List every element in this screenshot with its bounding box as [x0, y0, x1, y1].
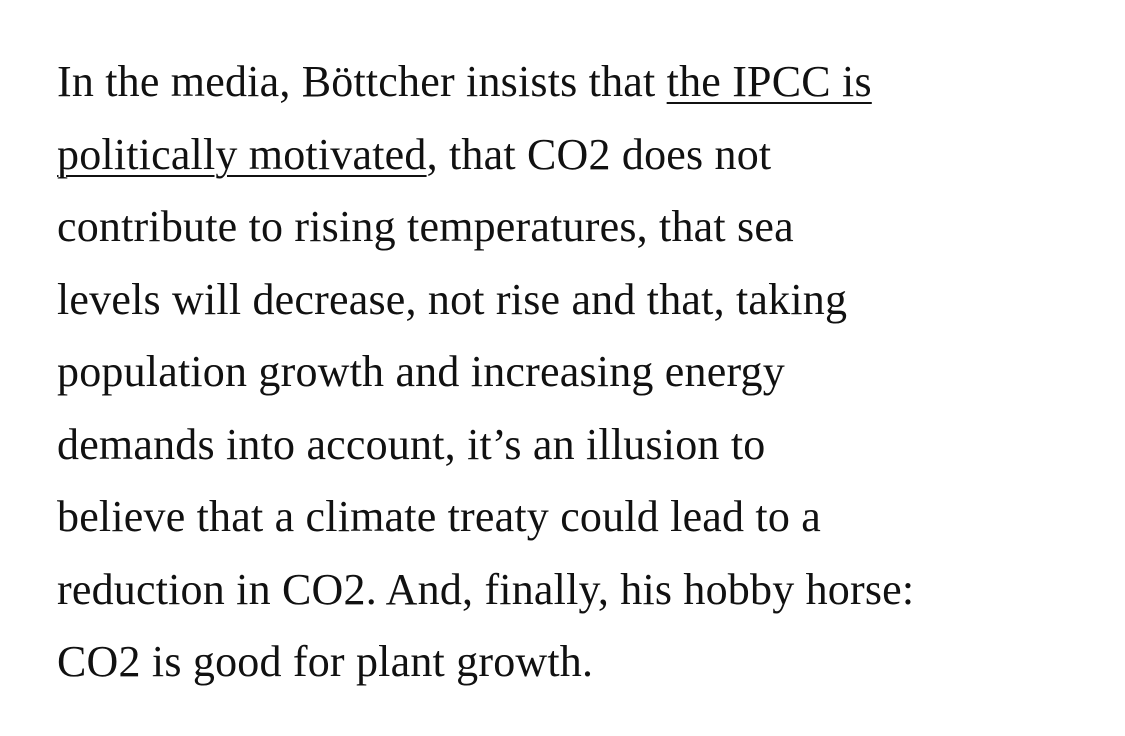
- ipcc-politically-motivated-link-continued[interactable]: politically motivated: [57, 129, 427, 179]
- ipcc-politically-motivated-link[interactable]: the IPCC is: [666, 57, 872, 106]
- text-line-2: politically motivated, that CO2 does not: [57, 119, 1097, 192]
- text-line-4: levels will decrease, not rise and that,…: [57, 274, 848, 324]
- text-line-8: reduction in CO2. And, finally, his hobb…: [57, 564, 915, 614]
- text-line-9: CO2 is good for plant growth.: [57, 637, 594, 686]
- text-line-1: In the media, Böttcher insists that the …: [57, 46, 1097, 119]
- line-text: In the media, Böttcher insists that: [57, 57, 667, 106]
- text-line-6: demands into account, it’s an illusion t…: [57, 419, 766, 469]
- text-line-7: believe that a climate treaty could lead…: [57, 492, 821, 541]
- line-text: , that CO2 does not: [426, 129, 772, 179]
- text-line-3: contribute to rising temperatures, that …: [57, 202, 794, 251]
- text-line-5: population growth and increasing energy: [57, 347, 785, 396]
- paragraph: In the media, Böttcher insists that the …: [57, 46, 1097, 699]
- article-body: In the media, Böttcher insists that the …: [57, 46, 1097, 699]
